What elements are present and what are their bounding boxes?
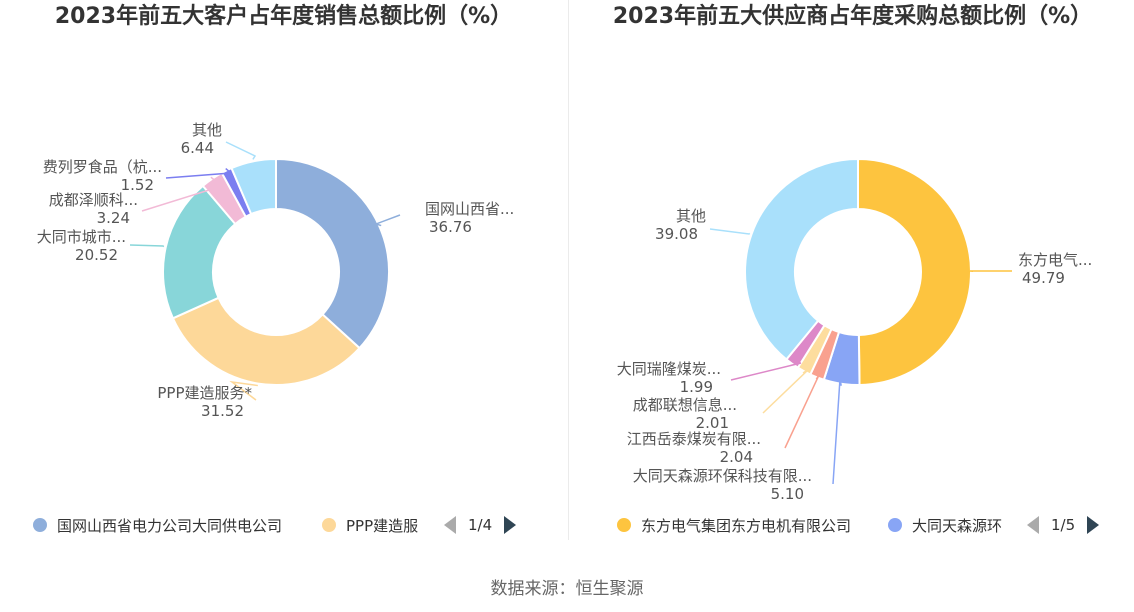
legend-marker [322, 518, 336, 532]
slice-value-label: 2.04 [720, 448, 753, 466]
legend-marker [33, 518, 47, 532]
legend-label: 大同天森源环 [912, 516, 1003, 535]
chart-title: 2023年前五大客户占年度销售总额比例（%） [54, 4, 513, 29]
legend-item[interactable]: 国网山西省电力公司大同供电公司 [33, 513, 282, 537]
slice-value-label: 3.24 [97, 209, 130, 227]
pie-slice[interactable] [857, 157, 973, 387]
slice-label: 其他 [676, 207, 706, 225]
slice-value-label: 39.08 [655, 225, 698, 243]
leader-line [762, 368, 810, 414]
slice-value-label: 1.99 [680, 378, 713, 396]
panel-divider [568, 0, 569, 540]
slice-label: 江西岳泰煤炭有限... [627, 430, 761, 448]
slice-label: 国网山西省... [425, 200, 514, 218]
supplier-chart-panel: 2023年前五大供应商占年度采购总额比例（%） 东方电气... 49.79 大同天森… [571, 0, 1134, 560]
legend-label: 国网山西省电力公司大同供电公司 [57, 516, 283, 535]
legend-page-indicator: 1/5 [1051, 516, 1076, 534]
chart-title: 2023年前五大供应商占年度采购总额比例（%） [612, 4, 1093, 29]
legend-item[interactable]: 大同天森源环 [888, 513, 1002, 537]
pie-slice[interactable] [230, 157, 277, 216]
leader-line [730, 362, 802, 381]
slice-value-label: 31.52 [201, 402, 244, 420]
legend-page-indicator: 1/4 [468, 516, 493, 534]
pie-slice[interactable] [171, 296, 361, 386]
donut-chart: 国网山西省...36.76 PPP建造服务*31.52 大同市城市...20.52 成… [37, 121, 515, 420]
leader-line [373, 214, 401, 227]
slice-label: 大同市城市... [37, 228, 126, 246]
leader-line [784, 374, 820, 449]
slice-value-label: 2.01 [696, 414, 729, 432]
slice-label: 成都联想信息... [633, 396, 737, 414]
leader-line [129, 244, 165, 248]
legend-pager: 1/5 [1027, 513, 1100, 537]
legend-marker [617, 518, 631, 532]
legend-pager: 1/4 [444, 513, 517, 537]
legend-prev-arrow-icon[interactable] [444, 516, 456, 534]
slice-label: 费列罗食品（杭... [43, 158, 162, 176]
legend-prev-arrow-icon[interactable] [1027, 516, 1039, 534]
slice-label: 其他 [192, 121, 222, 139]
legend-next-arrow-icon[interactable] [504, 516, 517, 534]
customer-chart-panel: 2023年前五大客户占年度销售总额比例（%） 国网山西省... 36.76 PPP建… [0, 0, 567, 560]
slice-value-label: 6.44 [181, 139, 214, 157]
slice-value-label: 36.76 [429, 218, 472, 236]
slice-label: 大同瑞隆煤炭... [617, 360, 721, 378]
legend-next-arrow-icon[interactable] [1087, 516, 1100, 534]
slice-label: 东方电气... [1018, 251, 1092, 269]
pie-slice[interactable] [275, 157, 390, 350]
legend-marker [888, 518, 902, 532]
legend-label: 东方电气集团东方电机有限公司 [641, 516, 852, 535]
leader-line [832, 378, 842, 485]
slice-label: 成都泽顺科... [49, 191, 138, 209]
donut-chart: 东方电气...49.79 大同天森源环保科技有限...5.10 江西岳泰煤炭有限..… [617, 157, 1092, 500]
leader-line [165, 167, 233, 179]
leader-line [225, 141, 257, 160]
pie-slice[interactable] [744, 157, 859, 361]
legend-item[interactable]: 东方电气集团东方电机有限公司 [617, 513, 851, 537]
slice-value-label: 1.52 [121, 176, 154, 194]
slice-value-label: 20.52 [75, 246, 118, 264]
data-source-footer: 数据来源：恒生聚源 [490, 579, 644, 599]
leader-line [229, 380, 258, 401]
slice-value-label: 49.79 [1022, 269, 1065, 287]
leader-line [141, 176, 224, 212]
slice-label: PPP建造服务* [157, 384, 252, 402]
slice-label: 大同天森源环保科技有限... [633, 467, 812, 485]
legend-label: PPP建造服 [346, 516, 419, 535]
leader-line [709, 228, 751, 235]
slice-value-label: 5.10 [771, 485, 804, 500]
legend-item[interactable]: PPP建造服 [322, 513, 418, 537]
